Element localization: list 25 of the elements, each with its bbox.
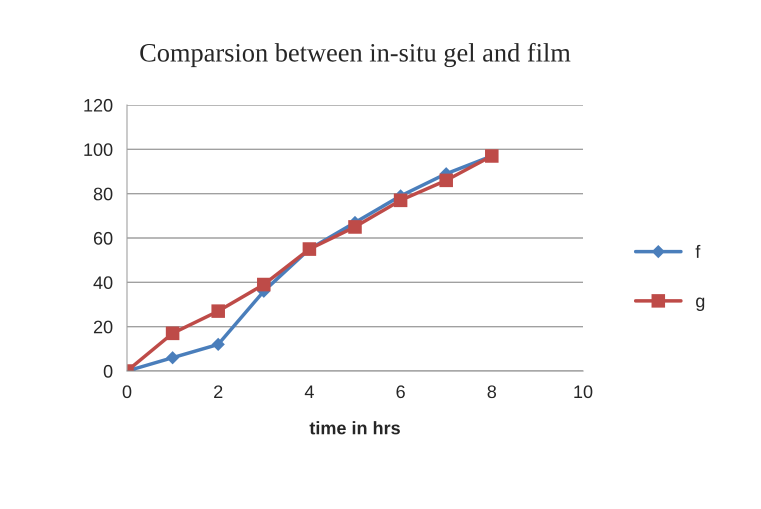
y-tick-label: 80 — [94, 188, 112, 200]
point — [212, 338, 225, 351]
y-tick-label: 120 — [84, 98, 112, 112]
y-tick-label: 0 — [104, 364, 112, 378]
point — [166, 351, 180, 364]
x-tick-label: 0 — [122, 385, 132, 398]
x-tick-label: 10 — [574, 385, 592, 398]
legend-label: f — [696, 244, 700, 258]
point — [348, 220, 362, 234]
chart-title: Comparsion between in-situ gel and film — [140, 42, 570, 68]
y-tick-label: 40 — [93, 276, 112, 290]
point — [211, 304, 225, 318]
point — [166, 326, 180, 340]
y-tick-label: 20 — [94, 320, 112, 334]
x-tick-label: 2 — [214, 385, 222, 398]
point — [439, 174, 453, 188]
y-tick-label: 60 — [94, 232, 112, 245]
x-tick-label: 6 — [396, 385, 405, 398]
x-tick-label: 4 — [304, 386, 314, 398]
point — [394, 194, 408, 208]
x-axis-title: time in hrs — [310, 421, 400, 434]
y-tick-label: 100 — [84, 143, 112, 156]
point — [257, 278, 271, 292]
legend-label: g — [696, 298, 704, 311]
x-tick-label: 8 — [488, 385, 496, 398]
